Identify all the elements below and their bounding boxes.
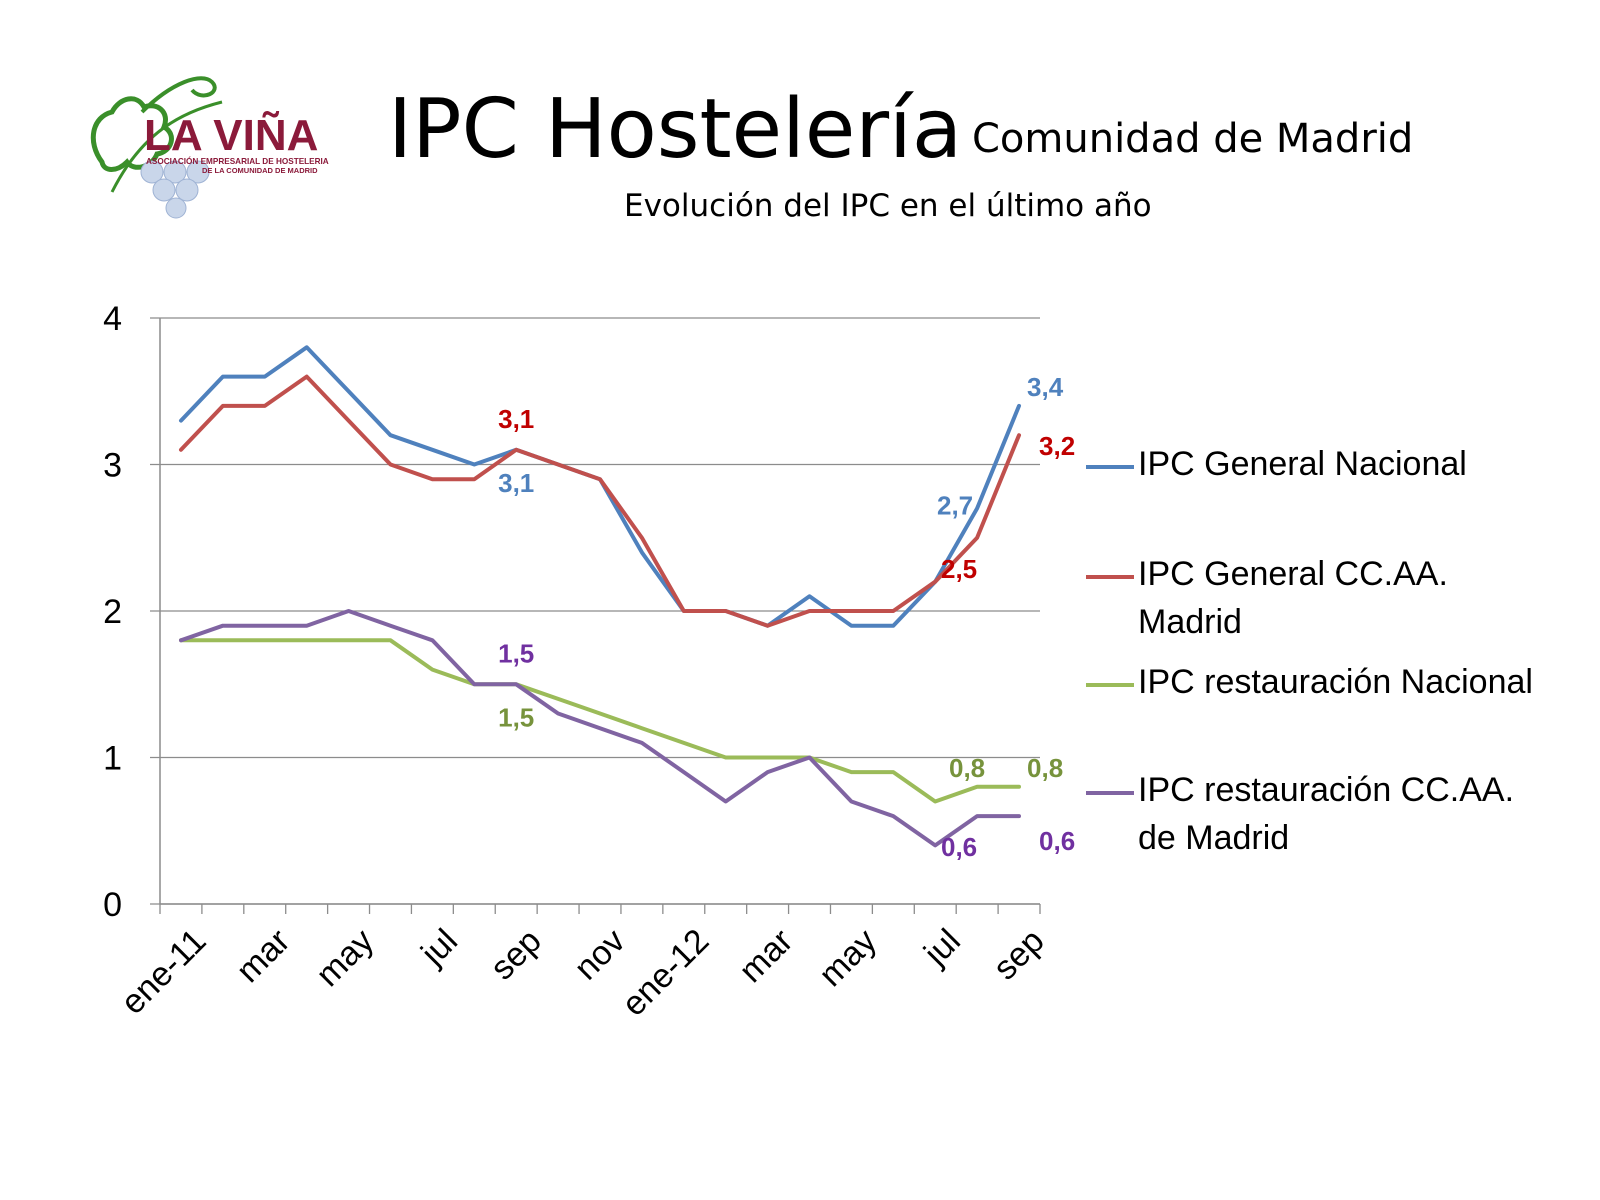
y-tick-label: 4 bbox=[103, 300, 122, 338]
page-title-suffix: Comunidad de Madrid bbox=[972, 116, 1414, 162]
y-tick-label: 1 bbox=[103, 740, 122, 778]
data-label: 0,8 bbox=[949, 753, 985, 783]
data-label: 3,1 bbox=[498, 468, 534, 498]
la-vina-logo: LA VIÑA ASOCIACIÓN EMPRESARIAL DE HOSTEL… bbox=[90, 76, 329, 219]
y-tick-labels: 0 1 2 3 4 bbox=[103, 300, 122, 924]
legend-label: IPC restauración CC.AA. de Madrid bbox=[1138, 771, 1515, 857]
legend-label: IPC General CC.AA. Madrid bbox=[1138, 555, 1448, 641]
legend-label: IPC restauración Nacional bbox=[1138, 663, 1533, 701]
legend-swatch bbox=[1086, 575, 1134, 579]
data-label: 3,2 bbox=[1039, 431, 1075, 461]
x-tick-label: sep bbox=[986, 922, 1052, 988]
x-tick-label: mar bbox=[732, 922, 800, 990]
legend-swatch bbox=[1086, 791, 1134, 795]
logo-text: LA VIÑA bbox=[144, 110, 318, 160]
data-label: 2,7 bbox=[937, 490, 973, 520]
axes bbox=[159, 318, 1041, 914]
legend-swatch bbox=[1086, 683, 1134, 687]
data-label: 1,5 bbox=[498, 638, 534, 668]
x-tick-label: may bbox=[812, 922, 884, 994]
y-tick-label: 3 bbox=[103, 447, 122, 485]
page-title: IPC Hostelería bbox=[388, 82, 963, 177]
x-tick-label: jul bbox=[916, 922, 968, 974]
legend-swatch bbox=[1086, 465, 1134, 469]
series-lines bbox=[179, 345, 1021, 848]
x-tick-label: ene-12 bbox=[615, 922, 717, 1024]
logo-tagline-2: DE LA COMUNIDAD DE MADRID bbox=[202, 166, 318, 175]
y-tick-label: 2 bbox=[103, 593, 122, 631]
data-label: 3,1 bbox=[498, 404, 534, 434]
data-label: 0,8 bbox=[1027, 753, 1063, 783]
series-line-1 bbox=[179, 374, 1021, 628]
legend-label: IPC General Nacional bbox=[1138, 445, 1467, 483]
series-line-0 bbox=[179, 345, 1021, 628]
chart-subtitle: Evolución del IPC en el último año bbox=[624, 188, 1152, 224]
data-label: 3,4 bbox=[1027, 372, 1064, 402]
logo-tagline-1: ASOCIACIÓN EMPRESARIAL DE HOSTELERIA bbox=[146, 155, 329, 166]
data-label: 2,5 bbox=[941, 554, 977, 584]
x-tick-label: sep bbox=[483, 922, 549, 988]
series-line-3 bbox=[179, 609, 1021, 848]
data-label: 1,5 bbox=[498, 702, 534, 732]
x-tick-label: ene-11 bbox=[114, 922, 214, 1022]
x-tick-label: mar bbox=[229, 922, 297, 990]
data-labels: 3,1 3,1 3,4 3,2 2,7 2,5 1,5 1,5 0,8 0,8 0,6 0,6 bbox=[498, 372, 1075, 862]
x-tick-label: nov bbox=[567, 922, 633, 988]
y-tick-label: 0 bbox=[103, 886, 122, 924]
data-label: 0,6 bbox=[1039, 826, 1075, 856]
x-tick-label: may bbox=[309, 922, 381, 994]
grapes-icon bbox=[140, 160, 210, 219]
x-tick-label: jul bbox=[413, 922, 465, 974]
data-label: 0,6 bbox=[941, 832, 977, 862]
series-line-2 bbox=[179, 638, 1021, 804]
